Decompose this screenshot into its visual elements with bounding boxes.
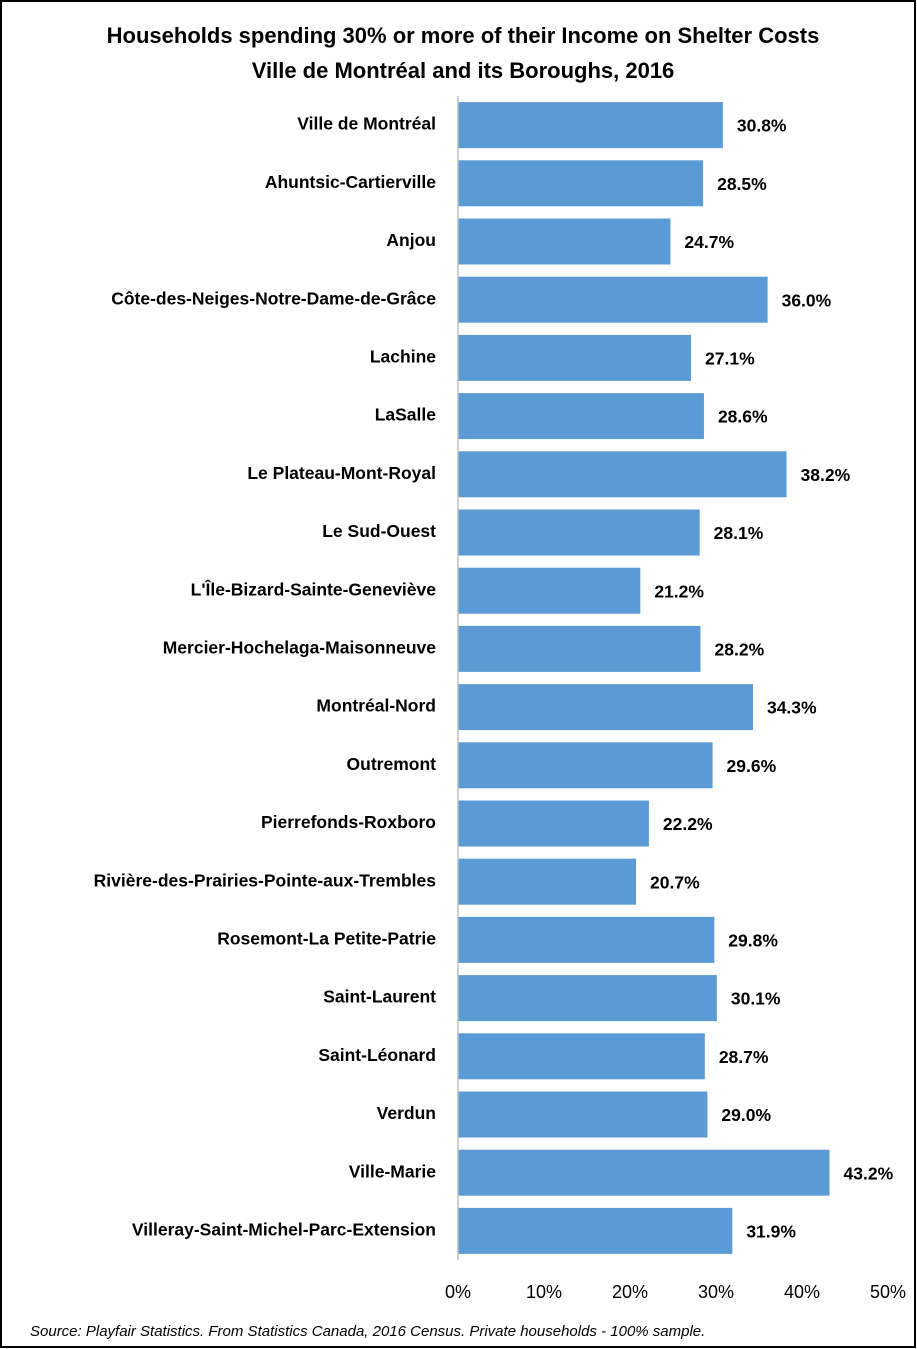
value-label: 29.6%: [727, 756, 777, 776]
category-label: Montréal-Nord: [316, 696, 436, 716]
value-label: 20.7%: [650, 872, 700, 892]
bar: [458, 567, 641, 614]
value-label: 43.2%: [844, 1163, 894, 1183]
value-label: 28.2%: [715, 640, 765, 660]
value-label: 22.2%: [663, 814, 713, 834]
bar: [458, 1033, 705, 1080]
bar: [458, 916, 715, 963]
x-tick-label: 40%: [784, 1282, 820, 1302]
bar: [458, 858, 637, 905]
value-label: 28.1%: [714, 523, 764, 543]
category-label: L'Île-Bizard-Sainte-Geneviève: [191, 578, 437, 599]
bar: [458, 509, 700, 556]
value-label: 24.7%: [684, 232, 734, 252]
bar: [458, 684, 753, 731]
bar: [458, 625, 701, 672]
value-label: 31.9%: [746, 1222, 796, 1242]
value-label: 28.6%: [718, 407, 768, 427]
bar: [458, 800, 649, 847]
x-tick-label: 10%: [526, 1282, 562, 1302]
value-label: 29.0%: [721, 1105, 771, 1125]
value-label: 21.2%: [654, 581, 704, 601]
category-label: Rosemont-La Petite-Patrie: [217, 929, 436, 949]
bar: [458, 102, 723, 149]
category-label: LaSalle: [375, 405, 437, 425]
bar: [458, 1207, 733, 1254]
category-label: Lachine: [370, 347, 436, 367]
bar: [458, 451, 787, 498]
bar: [458, 160, 704, 207]
bar: [458, 334, 692, 381]
bar: [458, 975, 717, 1022]
category-label: Saint-Laurent: [323, 987, 436, 1007]
category-label: Anjou: [386, 230, 436, 250]
x-tick-label: 50%: [870, 1282, 906, 1302]
category-label: Ville-Marie: [349, 1161, 436, 1181]
source-note: Source: Playfair Statistics. From Statis…: [30, 1323, 705, 1340]
value-label: 34.3%: [767, 698, 817, 718]
value-label: 30.1%: [731, 989, 781, 1009]
chart-subtitle: Ville de Montréal and its Boroughs, 2016: [252, 58, 675, 83]
value-label: 28.7%: [719, 1047, 769, 1067]
x-tick-label: 0%: [445, 1282, 471, 1302]
bar: [458, 393, 704, 440]
category-label: Le Sud-Ouest: [322, 521, 436, 541]
bar: [458, 276, 768, 323]
value-label: 30.8%: [737, 116, 787, 136]
category-label: Ahuntsic-Cartierville: [265, 172, 436, 192]
category-label: Mercier-Hochelaga-Maisonneuve: [163, 638, 437, 658]
bar: [458, 218, 671, 265]
category-label: Le Plateau-Mont-Royal: [247, 463, 436, 483]
category-label: Outremont: [347, 754, 437, 774]
value-label: 27.1%: [705, 349, 755, 369]
bar: [458, 1091, 708, 1138]
x-tick-label: 30%: [698, 1282, 734, 1302]
category-label: Saint-Léonard: [318, 1045, 436, 1065]
bar: [458, 742, 713, 789]
bar: [458, 1149, 830, 1196]
category-label: Villeray-Saint-Michel-Parc-Extension: [132, 1220, 436, 1240]
category-label: Rivière-des-Prairies-Pointe-aux-Trembles: [94, 870, 437, 890]
category-label: Ville de Montréal: [297, 114, 436, 134]
value-label: 28.5%: [717, 174, 767, 194]
category-label: Verdun: [377, 1103, 436, 1123]
chart-title: Households spending 30% or more of their…: [107, 23, 820, 48]
value-label: 38.2%: [801, 465, 851, 485]
value-label: 29.8%: [728, 931, 778, 951]
value-label: 36.0%: [782, 290, 832, 310]
category-label: Côte-des-Neiges-Notre-Dame-de-Grâce: [111, 288, 436, 308]
x-tick-label: 20%: [612, 1282, 648, 1302]
category-label: Pierrefonds-Roxboro: [261, 812, 436, 832]
